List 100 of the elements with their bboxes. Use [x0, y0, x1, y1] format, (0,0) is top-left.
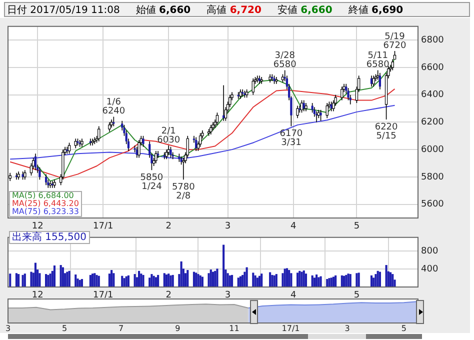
y-tick-label: 6600 [421, 62, 444, 73]
bar [180, 261, 182, 287]
bar [260, 274, 263, 287]
bar [376, 270, 379, 287]
bar [76, 278, 79, 287]
bar [150, 274, 153, 287]
bar [199, 275, 202, 287]
bar [332, 276, 334, 287]
candlestick [38, 166, 41, 180]
x-tick-label: 17/1 [282, 324, 300, 333]
bar [239, 276, 242, 287]
annotation: 5/11 6580 [366, 51, 390, 70]
bar [318, 277, 320, 287]
bar [372, 278, 375, 287]
bar [38, 273, 41, 287]
bar [110, 270, 113, 287]
bar [286, 268, 288, 287]
candlestick [44, 174, 48, 186]
text: 始値 6,660 [136, 4, 191, 16]
bar [123, 278, 126, 287]
candlestick [112, 116, 115, 127]
annotation: 5/19 6720 [383, 32, 406, 52]
x-tick-label: 2 [166, 222, 172, 232]
x-tick-label: 4 [290, 290, 296, 301]
bar [298, 270, 301, 287]
bar [140, 274, 142, 287]
bar [210, 270, 212, 287]
x-tick-label: 12 [32, 222, 44, 232]
bar [96, 274, 98, 287]
bar [154, 277, 157, 287]
bar [271, 274, 274, 287]
bar [157, 274, 160, 287]
bar [165, 274, 168, 287]
bar [330, 278, 332, 287]
bar [68, 270, 70, 287]
x-tick-label: 5 [354, 290, 360, 301]
bar [254, 275, 256, 287]
bar [94, 273, 96, 287]
bar [53, 265, 56, 287]
y-tick-label: 400 [421, 264, 438, 274]
bar [47, 274, 50, 287]
bar [168, 274, 170, 287]
bar [112, 273, 115, 287]
bar [370, 275, 373, 287]
bar [304, 274, 308, 287]
bar [340, 275, 343, 287]
bar [34, 262, 37, 287]
bar [269, 272, 272, 287]
bar [290, 273, 292, 287]
bar [311, 275, 314, 287]
bar [256, 278, 258, 287]
bar [134, 274, 136, 287]
text: MA(75) 6,323.33 [12, 207, 79, 216]
x-tick-label: 3 [224, 290, 231, 301]
chart-title: 日付 2017/05/19 11:08 [7, 4, 120, 16]
x-tick-label: 3 [224, 222, 231, 232]
bar [142, 274, 144, 287]
bar [378, 272, 381, 287]
annotation: 1/6 6240 [102, 98, 126, 117]
bar [9, 274, 12, 287]
bar [24, 274, 26, 287]
annotation: 5780 2/8 [172, 182, 196, 202]
candlestick [316, 110, 318, 123]
bar [212, 272, 214, 287]
bar [326, 279, 328, 287]
y-tick-label: 6200 [421, 118, 444, 128]
x-tick-label: 7 [118, 324, 124, 333]
bar [358, 272, 360, 287]
x-tick-label: 3 [5, 324, 11, 333]
candlestick [242, 88, 244, 97]
y-tick-label: 6400 [421, 90, 444, 100]
bar [258, 276, 261, 287]
bar [201, 276, 204, 287]
x-tick-label: 5 [62, 324, 68, 333]
bar [252, 272, 254, 287]
bar [320, 276, 322, 287]
bar [49, 274, 52, 287]
bar [170, 275, 172, 287]
bar [334, 275, 337, 287]
y-tick-label: 5600 [421, 200, 444, 210]
bar [98, 276, 100, 287]
candlestick [347, 88, 350, 101]
bar [62, 267, 64, 287]
bar [385, 265, 388, 287]
bar [275, 274, 278, 287]
bar [148, 278, 151, 287]
bar [237, 278, 240, 287]
text: MA(25) 6,443.20 [12, 199, 79, 208]
bar [45, 274, 48, 287]
x-tick-label: 2 [166, 290, 172, 301]
bar [222, 244, 225, 287]
bar [172, 274, 174, 287]
bar [302, 270, 305, 287]
bar [60, 265, 62, 287]
bar [246, 267, 248, 287]
bar [125, 276, 128, 287]
bar [242, 274, 244, 287]
annotation: 3/28 6580 [273, 51, 297, 70]
annotation: 5850 1/24 [140, 172, 164, 192]
bar [228, 275, 231, 287]
